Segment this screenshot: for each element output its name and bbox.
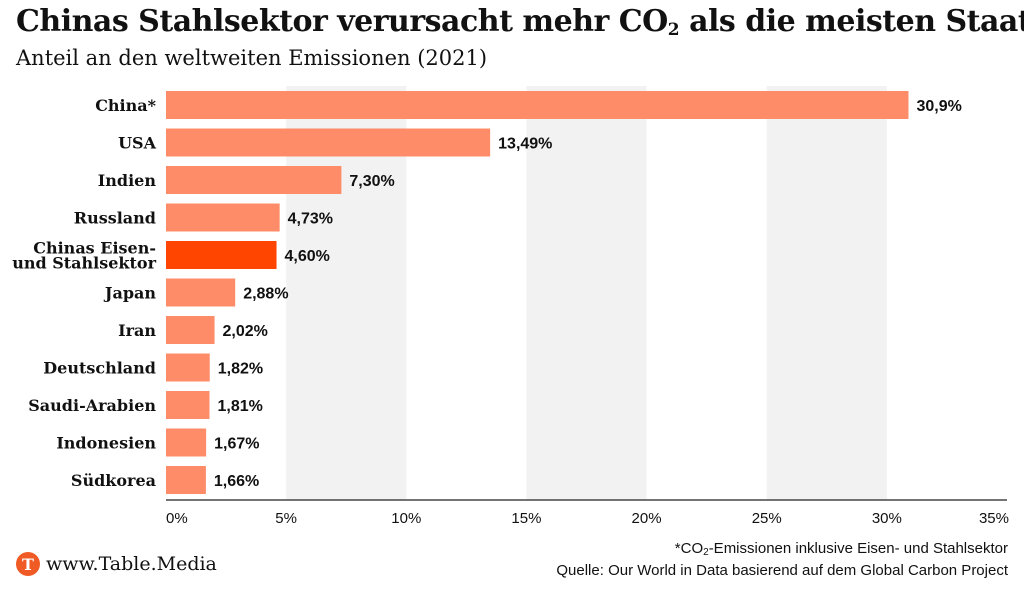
x-tick-label: 15% <box>511 510 541 527</box>
category-label: Saudi-Arabien <box>28 396 156 415</box>
value-label: 4,60% <box>285 248 330 265</box>
category-label: China* <box>95 96 156 115</box>
value-label: 2,88% <box>243 286 288 303</box>
bar <box>166 203 280 232</box>
value-label: 1,66% <box>214 473 259 490</box>
bar <box>166 353 210 382</box>
bar <box>166 166 342 194</box>
bar <box>166 466 206 494</box>
category-label: Deutschland <box>43 359 156 378</box>
category-label: Iran <box>118 321 156 340</box>
value-label: 4,73% <box>288 211 333 228</box>
grid-band <box>766 86 887 500</box>
site-url: www.Table.Media <box>46 553 217 575</box>
footnote-emissions: *CO2-Emissionen inklusive Eisen- und Sta… <box>674 540 1008 558</box>
x-tick-label: 10% <box>391 510 421 527</box>
x-tick-label: 5% <box>275 510 297 527</box>
x-tick-label: 20% <box>632 510 662 527</box>
bar <box>166 428 207 457</box>
table-media-logo: T <box>16 552 40 576</box>
value-label: 7,30% <box>349 173 394 190</box>
chart-subtitle: Anteil an den weltweiten Emissionen (202… <box>16 46 488 70</box>
bar <box>166 316 215 344</box>
category-label: Russland <box>74 209 156 228</box>
value-label: 1,67% <box>214 436 259 453</box>
x-tick-label: 25% <box>752 510 782 527</box>
x-tick-label: 35% <box>979 510 1009 527</box>
x-tick-label: 0% <box>166 510 188 527</box>
chart-title: Chinas Stahlsektor verursacht mehr CO2 a… <box>16 4 1024 40</box>
bar <box>166 128 491 157</box>
value-label: 13,49% <box>498 136 552 153</box>
category-label: Indien <box>98 171 157 190</box>
category-label: Chinas Eisen-und Stahlsektor <box>12 239 156 273</box>
footnote: *CO2-Emissionen inklusive Eisen- und Sta… <box>556 540 1008 580</box>
bar <box>166 241 277 269</box>
category-label: Indonesien <box>56 434 156 453</box>
bar <box>166 91 909 119</box>
bar <box>166 391 210 419</box>
value-label: 1,82% <box>218 361 263 378</box>
x-tick-label: 30% <box>872 510 902 527</box>
value-label: 2,02% <box>223 323 268 340</box>
grid-band <box>526 86 647 500</box>
category-label: USA <box>118 134 157 153</box>
source-note: Quelle: Our World in Data basierend auf … <box>556 562 1008 579</box>
value-label: 30,9% <box>916 98 961 115</box>
category-label: Südkorea <box>71 471 156 490</box>
category-label: Japan <box>103 284 156 303</box>
footer-brand: T www.Table.Media <box>16 552 217 576</box>
bar <box>166 278 236 307</box>
value-label: 1,81% <box>217 398 262 415</box>
